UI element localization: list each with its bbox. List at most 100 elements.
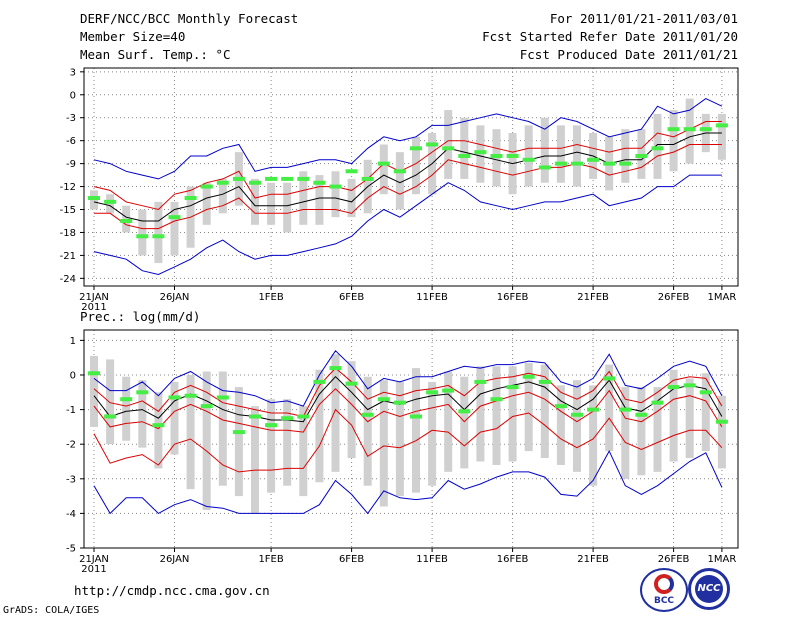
y-tick-label: -12 bbox=[60, 182, 76, 193]
y-tick-label: 0 bbox=[70, 90, 76, 101]
x-tick-label: 1MAR bbox=[708, 554, 737, 565]
obs-marker bbox=[635, 412, 648, 417]
obs-marker bbox=[136, 390, 149, 395]
spread-box bbox=[283, 182, 292, 233]
spread-box bbox=[251, 178, 259, 225]
x-tick-label: 1FEB bbox=[258, 292, 283, 303]
y-tick-label: -6 bbox=[66, 136, 76, 147]
y-tick-label: 0 bbox=[70, 370, 76, 381]
spread-box bbox=[717, 395, 726, 469]
obs-marker bbox=[410, 414, 422, 419]
spread-box bbox=[556, 125, 565, 183]
spread-box bbox=[621, 387, 630, 479]
x-tick-label: 21JAN bbox=[79, 554, 109, 565]
obs-marker bbox=[393, 169, 406, 174]
source-url[interactable]: http://cmdp.ncc.cma.gov.cn bbox=[74, 583, 270, 598]
obs-marker bbox=[571, 412, 583, 417]
ncc-logo: NCC bbox=[688, 568, 730, 610]
obs-marker bbox=[667, 127, 680, 132]
obs-marker bbox=[152, 423, 165, 428]
spread-box bbox=[154, 201, 163, 264]
obs-marker bbox=[377, 397, 390, 402]
spread-box bbox=[589, 385, 598, 486]
obs-marker bbox=[120, 218, 133, 223]
x-tick-label: 26FEB bbox=[658, 554, 690, 565]
y-tick-label: 1 bbox=[70, 336, 76, 347]
obs-marker bbox=[104, 199, 117, 204]
obs-marker bbox=[216, 395, 229, 400]
obs-marker bbox=[168, 395, 181, 400]
spread-box bbox=[669, 110, 678, 172]
y-tick-label: -1 bbox=[66, 405, 76, 416]
spread-box bbox=[379, 144, 388, 195]
y-tick-label: -18 bbox=[60, 228, 76, 239]
spread-box bbox=[283, 399, 292, 486]
y-tick-label: -24 bbox=[60, 274, 76, 285]
y-tick-label: 3 bbox=[70, 67, 76, 78]
obs-marker bbox=[297, 414, 310, 419]
x-tick-label: 21FEB bbox=[577, 554, 609, 565]
obs-marker bbox=[345, 169, 358, 174]
spread-box bbox=[573, 125, 581, 187]
spread-box bbox=[524, 362, 533, 452]
obs-marker bbox=[506, 153, 519, 158]
spread-box bbox=[653, 387, 662, 472]
spread-box bbox=[460, 117, 469, 179]
series-mean-line bbox=[93, 375, 723, 423]
spread-box bbox=[379, 380, 388, 507]
spread-box bbox=[395, 152, 404, 210]
series-max-line bbox=[93, 98, 723, 180]
y-tick-label: -2 bbox=[66, 440, 76, 451]
spread-box bbox=[234, 387, 243, 497]
obs-marker bbox=[313, 180, 326, 185]
spread-box bbox=[412, 136, 420, 195]
obs-marker bbox=[184, 196, 197, 201]
obs-marker bbox=[651, 146, 664, 151]
spread-box bbox=[267, 182, 276, 225]
obs-marker bbox=[393, 400, 406, 405]
series-lower-line bbox=[94, 144, 722, 230]
spread-box bbox=[138, 380, 147, 448]
obs-marker bbox=[265, 423, 278, 428]
obs-marker bbox=[490, 397, 503, 402]
temperature-frame bbox=[83, 67, 739, 287]
obs-marker bbox=[554, 161, 567, 166]
obs-marker bbox=[265, 176, 278, 181]
y-tick-label: -5 bbox=[66, 544, 76, 555]
obs-marker bbox=[329, 366, 342, 371]
obs-marker bbox=[168, 215, 181, 220]
obs-marker bbox=[715, 123, 728, 128]
obs-marker bbox=[200, 404, 213, 409]
obs-marker bbox=[587, 407, 600, 412]
spread-box bbox=[218, 371, 227, 486]
obs-marker bbox=[587, 157, 600, 162]
series-lower-line bbox=[93, 388, 723, 433]
x-year-label: 2011 bbox=[81, 564, 106, 575]
obs-marker bbox=[571, 161, 583, 166]
obs-marker bbox=[554, 404, 567, 409]
obs-marker bbox=[442, 388, 455, 393]
obs-marker bbox=[474, 379, 487, 384]
spread-box bbox=[524, 125, 533, 187]
spread-box bbox=[170, 381, 179, 455]
spread-box bbox=[492, 366, 501, 465]
x-tick-label: 16FEB bbox=[497, 554, 529, 565]
obs-marker bbox=[410, 146, 422, 151]
obs-marker bbox=[426, 390, 439, 395]
obs-marker bbox=[635, 153, 648, 158]
x-tick-label: 16FEB bbox=[497, 292, 529, 303]
spread-box bbox=[122, 376, 131, 441]
spread-box bbox=[363, 376, 372, 486]
obs-marker bbox=[442, 146, 455, 151]
spread-box bbox=[90, 355, 98, 427]
bcc-logo: BCC bbox=[640, 568, 688, 612]
obs-marker bbox=[361, 176, 374, 181]
obs-marker bbox=[522, 374, 535, 379]
obs-marker bbox=[104, 414, 117, 419]
x-tick-label: 21JAN bbox=[79, 292, 109, 303]
forecast-range: For 2011/01/21-2011/03/01 bbox=[549, 11, 738, 26]
obs-marker bbox=[458, 409, 471, 414]
obs-marker bbox=[522, 157, 535, 162]
bcc-logo-text: BCC bbox=[653, 596, 675, 606]
